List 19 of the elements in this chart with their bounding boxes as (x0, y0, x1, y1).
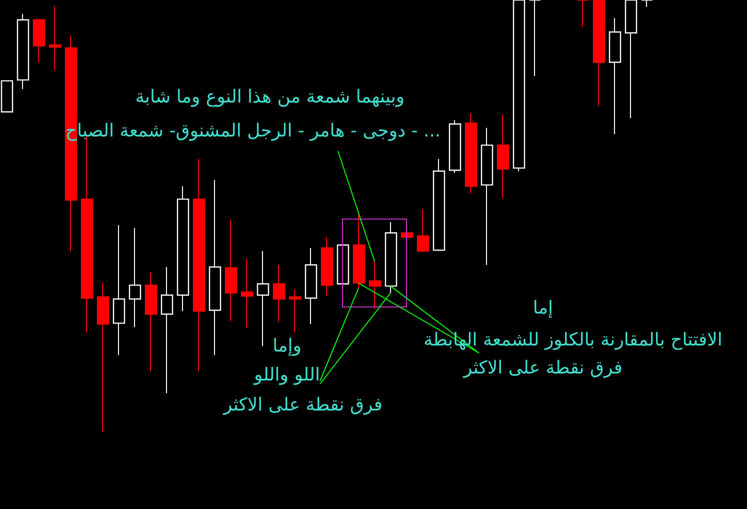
candlestick (528, 0, 542, 77)
candlestick (128, 228, 142, 328)
annotation: وإما (272, 335, 302, 356)
annotation: فرق نقطة على الاكثر (222, 394, 383, 416)
candlestick (640, 0, 654, 8)
annotation: اللو واللو (253, 364, 320, 386)
candlestick (48, 6, 62, 70)
candlestick (368, 260, 382, 310)
candlestick (240, 258, 254, 328)
candlestick (496, 114, 510, 198)
annotation: فرق نقطة على الاكثر (462, 357, 623, 378)
annotation: وبينهما شمعة من هذا النوع وما شابة (135, 86, 405, 108)
candlestick (256, 250, 270, 347)
candlestick (576, 0, 590, 28)
candlestick (272, 264, 286, 322)
annotation: إما (532, 297, 554, 318)
candlestick (288, 289, 302, 333)
candlestick (160, 266, 174, 394)
candlestick (416, 208, 430, 252)
